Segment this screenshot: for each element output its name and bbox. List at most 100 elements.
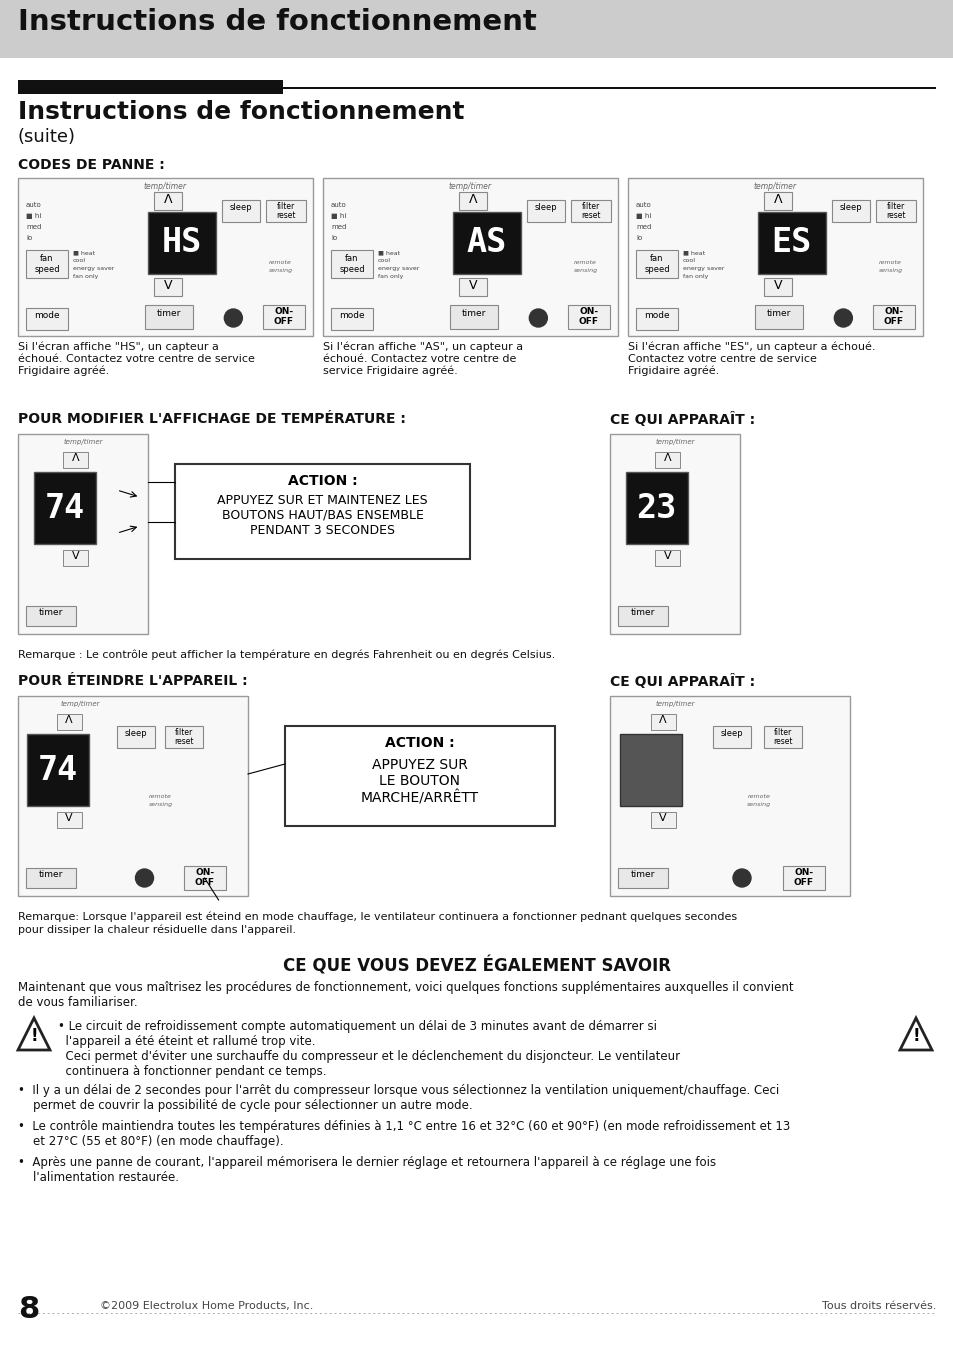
Bar — [636, 308, 678, 331]
Bar — [618, 867, 667, 888]
Bar — [148, 212, 215, 274]
Text: V: V — [65, 813, 72, 823]
Text: timer: timer — [766, 309, 790, 318]
Text: AS: AS — [466, 227, 506, 259]
Text: !: ! — [911, 1027, 919, 1044]
Bar — [331, 250, 373, 278]
Text: OFF: OFF — [578, 317, 598, 326]
Text: remote: remote — [574, 260, 597, 264]
Bar — [145, 305, 193, 329]
Text: Remarque : Le contrôle peut afficher la température en degrés Fahrenheit ou en d: Remarque : Le contrôle peut afficher la … — [18, 650, 555, 661]
Text: fan only: fan only — [377, 274, 403, 279]
Text: auto: auto — [26, 202, 42, 208]
Text: Si l'écran affiche "ES", un capteur a échoué.
Contactez votre centre de service
: Si l'écran affiche "ES", un capteur a éc… — [627, 343, 875, 376]
Text: OFF: OFF — [882, 317, 902, 326]
Bar — [0, 0, 953, 58]
Text: POUR MODIFIER L'AFFICHAGE DE TEMPÉRATURE :: POUR MODIFIER L'AFFICHAGE DE TEMPÉRATURE… — [18, 411, 405, 426]
Text: fan
speed: fan speed — [34, 254, 60, 274]
Bar — [450, 305, 497, 329]
Text: V: V — [663, 550, 671, 561]
Bar — [263, 305, 305, 329]
Text: ACTION :: ACTION : — [385, 737, 455, 750]
Text: 23: 23 — [636, 491, 676, 525]
Bar — [782, 866, 824, 890]
Text: remote: remote — [269, 260, 292, 264]
Text: Λ: Λ — [663, 453, 671, 463]
Text: Λ: Λ — [71, 453, 79, 463]
Text: auto: auto — [331, 202, 346, 208]
Circle shape — [529, 309, 547, 326]
Text: ON-: ON- — [883, 308, 902, 316]
Text: temp/timer: temp/timer — [60, 701, 100, 707]
Bar — [266, 200, 306, 223]
Bar — [872, 305, 914, 329]
Text: V: V — [468, 279, 476, 291]
Bar — [831, 200, 868, 223]
Text: mode: mode — [643, 312, 669, 320]
Polygon shape — [899, 1018, 931, 1050]
Circle shape — [224, 309, 242, 326]
Text: V: V — [659, 813, 666, 823]
Text: fan
speed: fan speed — [339, 254, 364, 274]
Text: temp/timer: temp/timer — [63, 438, 103, 445]
Bar — [283, 86, 935, 89]
Circle shape — [834, 309, 851, 326]
Bar — [763, 192, 791, 210]
Text: sensing: sensing — [746, 803, 770, 807]
Text: timer: timer — [630, 870, 655, 880]
Bar — [570, 200, 610, 223]
Text: reset: reset — [174, 737, 193, 746]
Text: Λ: Λ — [65, 715, 72, 724]
Text: reset: reset — [580, 210, 600, 220]
Text: ■ heat: ■ heat — [377, 250, 399, 255]
Text: Λ: Λ — [773, 193, 781, 206]
Text: med: med — [636, 224, 651, 229]
Text: sleep: sleep — [534, 202, 557, 212]
Bar — [875, 200, 915, 223]
Bar — [609, 696, 849, 896]
Text: filter: filter — [885, 202, 904, 210]
Text: Λ: Λ — [163, 193, 172, 206]
Bar — [650, 812, 675, 828]
Polygon shape — [18, 1018, 50, 1050]
Bar — [331, 308, 373, 331]
Text: reset: reset — [885, 210, 904, 220]
Bar — [763, 278, 791, 295]
Bar — [33, 472, 95, 544]
Bar — [64, 452, 89, 468]
Bar — [526, 200, 564, 223]
Text: filter: filter — [581, 202, 599, 210]
Bar — [627, 178, 923, 336]
Text: •  Il y a un délai de 2 secondes pour l'arrêt du compresseur lorsque vous sélect: • Il y a un délai de 2 secondes pour l'a… — [18, 1085, 779, 1112]
Text: V: V — [163, 279, 172, 291]
Bar — [117, 726, 154, 747]
Text: 74: 74 — [45, 491, 85, 525]
Bar — [453, 212, 520, 274]
Text: POUR ÉTEINDRE L'APPAREIL :: POUR ÉTEINDRE L'APPAREIL : — [18, 674, 248, 688]
Text: cool: cool — [377, 258, 391, 263]
Text: remote: remote — [149, 795, 172, 799]
Text: APPUYEZ SUR
LE BOUTON
MARCHE/ARRÊTT: APPUYEZ SUR LE BOUTON MARCHE/ARRÊTT — [360, 758, 478, 805]
Text: reset: reset — [275, 210, 295, 220]
Text: OFF: OFF — [274, 317, 294, 326]
Text: Remarque: Lorsque l'appareil est éteind en mode chauffage, le ventilateur contin: Remarque: Lorsque l'appareil est éteind … — [18, 912, 737, 935]
Text: energy saver: energy saver — [682, 266, 723, 271]
Text: APPUYEZ SUR ET MAINTENEZ LES
BOUTONS HAUT/BAS ENSEMBLE
PENDANT 3 SECONDES: APPUYEZ SUR ET MAINTENEZ LES BOUTONS HAU… — [217, 494, 427, 537]
Text: ES: ES — [771, 227, 811, 259]
Bar — [754, 305, 802, 329]
Bar — [762, 726, 801, 747]
Text: sleep: sleep — [125, 728, 147, 738]
Text: Instructions de fonctionnement: Instructions de fonctionnement — [18, 8, 537, 36]
Text: lo: lo — [636, 235, 641, 241]
Bar — [655, 452, 679, 468]
Bar — [625, 472, 687, 544]
Bar — [458, 278, 486, 295]
Bar — [174, 464, 470, 558]
Text: mode: mode — [339, 312, 364, 320]
Text: Λ: Λ — [468, 193, 476, 206]
Text: V: V — [773, 279, 781, 291]
Bar — [18, 696, 248, 896]
Text: OFF: OFF — [194, 878, 214, 888]
Text: energy saver: energy saver — [73, 266, 114, 271]
Text: sleep: sleep — [229, 202, 252, 212]
